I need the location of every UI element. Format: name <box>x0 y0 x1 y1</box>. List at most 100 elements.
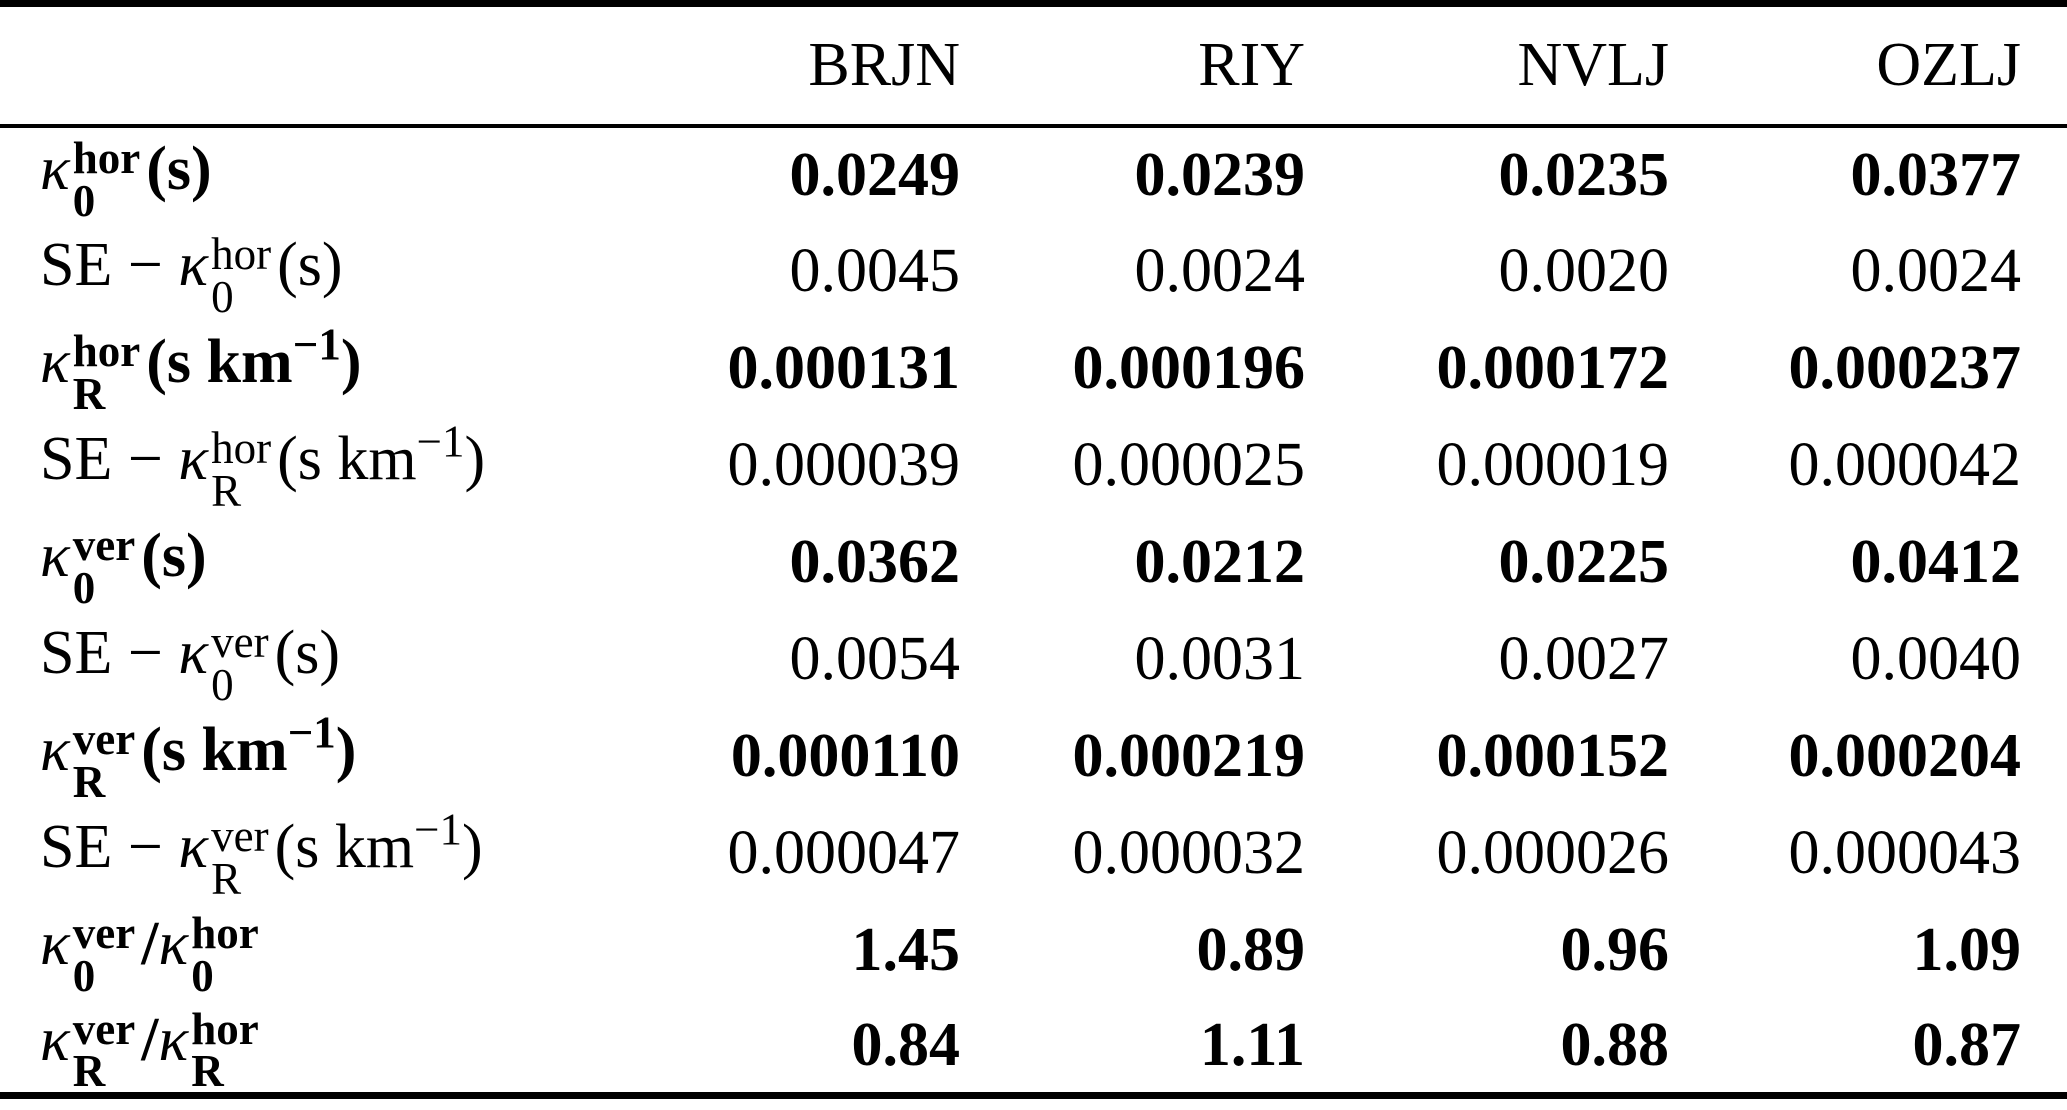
kappa-symbol: κ hor 0 <box>40 133 141 226</box>
cell-k0-hor-riy: 0.0239 <box>1134 140 1306 209</box>
label-text: SE − <box>40 619 179 688</box>
kappa-symbol: κ hor R <box>158 1003 259 1097</box>
row-label-se-k0-hor: SE − κ hor 0 (s) <box>0 223 700 320</box>
cell-se-k0-ver-brjn: 0.0054 <box>789 624 961 693</box>
cell-se-kR-hor-ozlj: 0.000042 <box>1788 430 2022 499</box>
label-text: (s) <box>277 231 343 300</box>
label-text: SE − <box>40 425 179 494</box>
row-label-kR-ver: κ ver R (s km−1) <box>0 708 700 805</box>
kappa-symbol: κ ver R <box>178 811 269 904</box>
row-label-ratio-kR: κ ver R/κ hor R <box>0 999 700 1096</box>
cell-se-k0-ver-riy: 0.0031 <box>1134 624 1306 693</box>
cell-ratio-kR-riy: 1.11 <box>1199 1010 1305 1079</box>
cell-k0-ver-ozlj: 0.0412 <box>1850 527 2022 596</box>
column-header-nvlj: NVLJ <box>1305 3 1669 128</box>
row-label-kR-hor: κ hor R (s km−1) <box>0 320 700 417</box>
table-body: κ hor 0 (s) 0.0249 0.0239 0.0235 0.0377 SE − κ ho… <box>0 126 2067 1096</box>
cell-se-k0-hor-brjn: 0.0045 <box>789 236 961 305</box>
header-empty-cell <box>0 3 700 128</box>
cell-kR-hor-ozlj: 0.000237 <box>1788 333 2022 402</box>
unit-exponent: −1 <box>416 416 465 467</box>
cell-kR-ver-nvlj: 0.000152 <box>1436 721 1670 790</box>
cell-se-k0-hor-nvlj: 0.0020 <box>1498 236 1670 305</box>
unit-exponent: −1 <box>414 804 462 855</box>
label-text: ) <box>335 716 357 785</box>
label-text: SE − <box>40 231 179 300</box>
cell-ratio-k0-nvlj: 0.96 <box>1560 915 1670 984</box>
kappa-symbol: κ ver 0 <box>40 520 136 613</box>
table-row-kR-ver: κ ver R (s km−1) 0.000110 0.000219 0.000152 0.0… <box>0 708 2067 805</box>
cell-k0-hor-nvlj: 0.0235 <box>1498 140 1670 209</box>
label-text: / <box>141 1005 159 1074</box>
kappa-symbol: κ hor 0 <box>158 908 259 1001</box>
cell-k0-hor-ozlj: 0.0377 <box>1850 140 2022 209</box>
cell-se-kR-ver-nvlj: 0.000026 <box>1436 818 1670 887</box>
cell-se-kR-ver-ozlj: 0.000043 <box>1788 818 2022 887</box>
table-row-ratio-k0: κ ver 0/κ hor 0 1.45 0.89 0.96 1.09 <box>0 902 2067 999</box>
table-row-k0-hor: κ hor 0 (s) 0.0249 0.0239 0.0235 0.0377 <box>0 126 2067 223</box>
table-row-k0-ver: κ ver 0 (s) 0.0362 0.0212 0.0225 0.0412 <box>0 514 2067 611</box>
cell-se-k0-hor-ozlj: 0.0024 <box>1850 236 2022 305</box>
cell-k0-ver-brjn: 0.0362 <box>789 527 961 596</box>
cell-ratio-k0-riy: 0.89 <box>1196 915 1306 984</box>
table-row-se-k0-ver: SE − κ ver 0 (s) 0.0054 0.0031 0.0027 0.0040 <box>0 611 2067 708</box>
cell-se-k0-ver-nvlj: 0.0027 <box>1498 624 1670 693</box>
cell-k0-ver-riy: 0.0212 <box>1134 527 1306 596</box>
cell-se-k0-ver-ozlj: 0.0040 <box>1850 624 2022 693</box>
label-text: / <box>141 910 159 979</box>
table-row-se-kR-ver: SE − κ ver R (s km−1) 0.000047 0.000032 0.0000… <box>0 805 2067 902</box>
kappa-symbol: κ ver R <box>40 714 136 807</box>
cell-ratio-kR-ozlj: 0.87 <box>1912 1010 2022 1079</box>
cell-kR-hor-brjn: 0.000131 <box>727 333 961 402</box>
cell-k0-ver-nvlj: 0.0225 <box>1498 527 1670 596</box>
cell-se-k0-hor-riy: 0.0024 <box>1134 236 1306 305</box>
label-text: (s) <box>141 522 207 591</box>
cell-k0-hor-brjn: 0.0249 <box>789 140 961 209</box>
label-text: ) <box>461 813 483 882</box>
header-row: BRJN RIY NVLJ OZLJ <box>0 3 2067 128</box>
row-label-k0-hor: κ hor 0 (s) <box>0 126 700 223</box>
table-row-se-kR-hor: SE − κ hor R (s km−1) 0.000039 0.000025 0.0000… <box>0 417 2067 514</box>
table-row-se-k0-hor: SE − κ hor 0 (s) 0.0045 0.0024 0.0020 0.0024 <box>0 223 2067 320</box>
table-row-ratio-kR: κ ver R/κ hor R 0.84 1.11 0.88 0.87 <box>0 999 2067 1096</box>
cell-se-kR-ver-riy: 0.000032 <box>1072 818 1306 887</box>
label-text: SE − <box>40 813 179 882</box>
row-label-ratio-k0: κ ver 0/κ hor 0 <box>0 902 700 999</box>
label-text: (s) <box>274 619 340 688</box>
cell-kR-hor-nvlj: 0.000172 <box>1436 333 1670 402</box>
label-text: (s km <box>274 813 415 882</box>
cell-kR-ver-riy: 0.000219 <box>1072 721 1306 790</box>
cell-kR-ver-brjn: 0.000110 <box>730 721 960 790</box>
cell-se-kR-hor-riy: 0.000025 <box>1072 430 1306 499</box>
cell-se-kR-ver-brjn: 0.000047 <box>727 818 961 887</box>
column-header-brjn: BRJN <box>700 3 960 128</box>
cell-ratio-k0-brjn: 1.45 <box>851 915 961 984</box>
row-label-se-kR-ver: SE − κ ver R (s km−1) <box>0 805 700 902</box>
row-label-k0-ver: κ ver 0 (s) <box>0 514 700 611</box>
kappa-symbol: κ ver 0 <box>178 617 269 710</box>
kappa-symbol: κ hor R <box>178 423 272 516</box>
kappa-symbol: κ hor 0 <box>178 229 272 322</box>
row-label-se-k0-ver: SE − κ ver 0 (s) <box>0 611 700 708</box>
unit-exponent: −1 <box>292 319 341 370</box>
label-text: (s km <box>277 425 417 494</box>
column-header-riy: RIY <box>960 3 1305 128</box>
row-label-se-kR-hor: SE − κ hor R (s km−1) <box>0 417 700 514</box>
cell-se-kR-hor-brjn: 0.000039 <box>727 430 961 499</box>
kappa-symbol: κ ver R <box>40 1003 136 1097</box>
kappa-symbol: κ hor R <box>40 326 141 419</box>
kappa-symbol: κ ver 0 <box>40 908 136 1001</box>
cell-kR-ver-ozlj: 0.000204 <box>1788 721 2022 790</box>
unit-exponent: −1 <box>287 707 336 758</box>
cell-se-kR-hor-nvlj: 0.000019 <box>1436 430 1670 499</box>
label-text: (s km <box>146 328 293 397</box>
column-header-ozlj: OZLJ <box>1669 3 2067 128</box>
cell-ratio-kR-brjn: 0.84 <box>851 1010 961 1079</box>
cell-ratio-kR-nvlj: 0.88 <box>1560 1010 1670 1079</box>
label-text: ) <box>340 328 362 397</box>
table-row-kR-hor: κ hor R (s km−1) 0.000131 0.000196 0.000172 0.0… <box>0 320 2067 417</box>
cell-ratio-k0-ozlj: 1.09 <box>1912 915 2022 984</box>
label-text: (s km <box>141 716 288 785</box>
